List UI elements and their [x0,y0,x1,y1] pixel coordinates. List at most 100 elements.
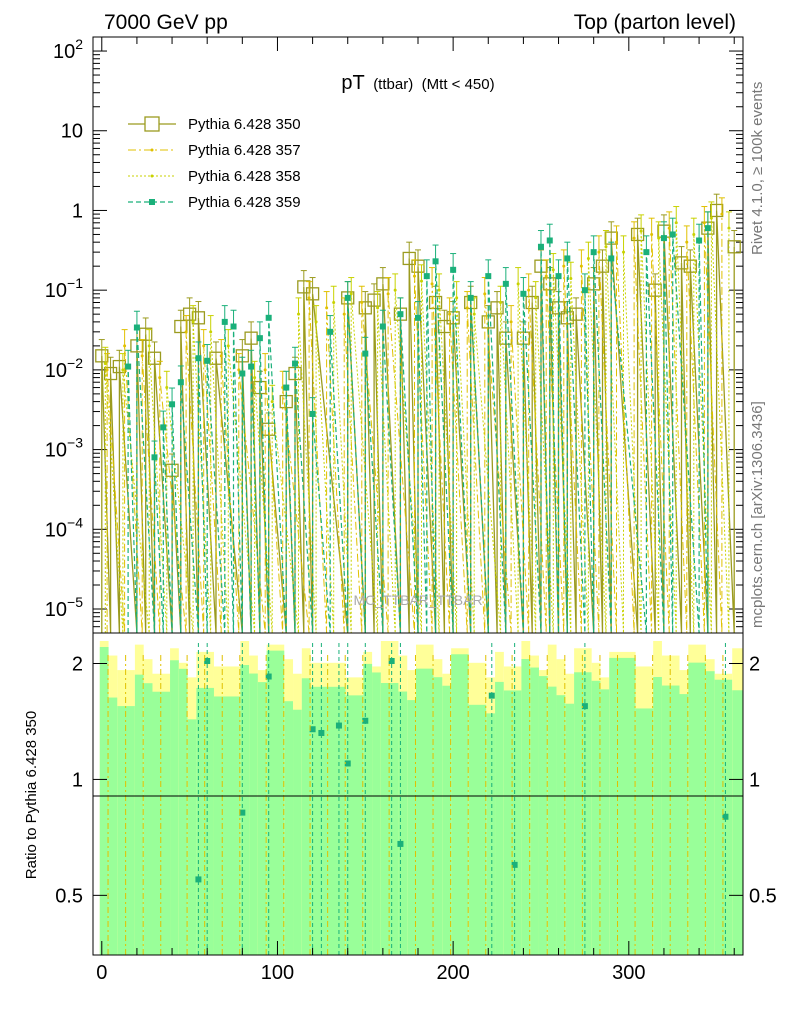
marker-s350 [525,295,539,310]
marker-s358 [639,229,643,233]
marker-s359 [432,258,439,265]
series-line-s359 [127,228,709,634]
marker-s359 [292,360,299,367]
ratio-band-green [609,657,636,955]
y-tick-label: 10−5 [45,594,83,621]
ratio-y-tick-label: 1 [72,769,83,791]
marker-s357 [105,368,109,372]
marker-s357 [527,288,531,292]
ratio-band-green [556,695,566,955]
y-tick-exp: −2 [67,355,83,371]
header-right: Top (parton level) [574,11,736,34]
ratio-band-green [538,676,548,955]
marker-s359 [204,357,211,364]
marker-s359 [221,318,228,325]
y-tick-label: 102 [53,36,83,63]
ratio-band-green [574,672,592,955]
marker-s358 [455,296,459,300]
ratio-band-green [310,686,346,955]
legend-marker-s359 [149,199,155,205]
marker-s350 [147,351,162,365]
ratio-band-green [196,687,214,955]
marker-s357 [386,292,390,296]
ratio-band-green [732,690,743,955]
marker-s358 [270,400,274,404]
marker-s359 [151,454,158,461]
marker-s357 [465,306,469,310]
marker-s358 [332,301,336,305]
ratio-band-green [143,683,153,955]
legend-label-s357: Pythia 6.428 357 [188,142,301,159]
ratio-band-green [591,680,601,955]
ratio-band-green [442,685,452,955]
ratio-band-green [345,695,364,955]
marker-s358 [586,256,590,260]
marker-s350 [709,203,724,218]
y-tick-exp: −4 [67,514,83,530]
marker-s357 [412,274,416,278]
marker-s359 [520,290,527,297]
marker-s359 [704,225,711,232]
marker-s350 [569,307,583,321]
x-tick-label: 0 [96,962,107,984]
series-line-s358 [104,218,730,634]
marker-s359 [590,249,597,256]
marker-s359 [344,294,351,301]
marker-s359 [564,255,571,262]
ratio-frame [92,632,744,956]
ratio-band-green [99,647,109,955]
marker-s357 [123,344,127,348]
marker-s359 [169,401,176,408]
marker-s358 [314,320,318,324]
marker-s350 [174,319,188,334]
ratio-band-green [170,660,179,955]
marker-s359 [309,410,316,417]
ratio-marker-359 [318,729,325,736]
ratio-band-green [108,697,118,955]
marker-s359 [485,273,492,280]
marker-s359 [467,294,474,301]
ratio-marker-359 [239,809,246,816]
marker-s358 [534,296,538,300]
legend-label-s359: Pythia 6.428 359 [188,194,301,211]
ratio-band-green [398,691,408,955]
marker-s358 [674,221,678,225]
ratio-band-green [468,704,487,955]
marker-s359 [415,314,421,321]
marker-s357 [448,312,452,316]
marker-s358 [297,312,301,316]
marker-s358 [376,306,380,310]
ratio-y-tick-label: 2 [72,653,83,675]
marker-s358 [191,320,195,324]
marker-s357 [158,376,162,380]
plot-title-cut: (Mtt < 450) [422,76,495,93]
ratio-marker-359 [397,840,404,847]
marker-s359 [696,237,703,244]
plot-title-sub: (ttbar) [373,76,413,93]
ratio-y-tick-label: 0.5 [55,885,83,907]
ratio-band-green [679,694,689,955]
ratio-band-green [530,667,539,955]
y-tick-exp: 2 [75,36,83,52]
ratio-band-green [284,701,294,955]
y-tick-label: 10−2 [45,355,83,382]
marker-s350 [305,287,320,301]
marker-s357 [650,232,654,236]
marker-s357 [615,240,619,244]
marker-s350 [182,307,197,321]
y-tick-base: 10 [45,519,67,541]
marker-s357 [263,368,267,372]
ratio-band-green [653,677,662,955]
marker-s357 [667,226,671,230]
ratio-band-green [301,678,311,955]
legend-marker-s350 [144,116,160,132]
ratio-band-green [363,663,373,955]
y-tick-base: 10 [53,41,75,63]
ratio-band-green [257,682,267,955]
y-tick-label: 10−1 [45,275,83,302]
ratio-band-green [486,713,496,955]
marker-s359 [450,266,457,273]
ratio-band-green [152,691,171,955]
ratio-band-green [705,671,715,955]
marker-s358 [692,232,696,236]
